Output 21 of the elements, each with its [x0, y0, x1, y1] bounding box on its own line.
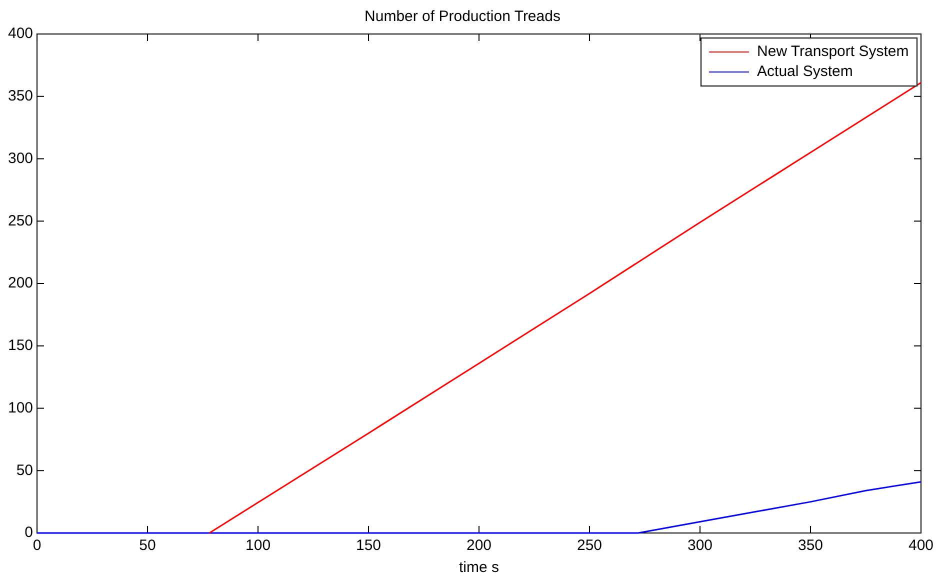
x-tick-label: 100	[246, 537, 271, 554]
x-axis-title: time s	[459, 559, 500, 576]
legend-label: New Transport System	[757, 43, 909, 60]
y-tick-label: 50	[16, 462, 34, 479]
x-tick-label: 350	[798, 537, 824, 554]
y-tick-label: 150	[8, 337, 34, 354]
x-tick-label: 200	[466, 537, 492, 554]
y-tick-label: 350	[8, 88, 34, 105]
x-tick-label: 250	[576, 537, 602, 554]
x-tick-label: 150	[356, 537, 382, 554]
x-tick-label: 50	[139, 537, 156, 554]
x-tick-label: 400	[908, 537, 934, 554]
y-tick-label: 200	[8, 274, 34, 292]
y-tick-label: 300	[8, 150, 34, 167]
x-tick-label: 300	[687, 537, 713, 554]
chart-title: Number of Production Treads	[364, 8, 560, 26]
legend-label: Actual System	[757, 63, 853, 80]
y-tick-label: 250	[8, 212, 34, 230]
y-tick-label: 100	[8, 399, 34, 416]
y-tick-label: 0	[24, 524, 34, 542]
y-tick-label: 400	[8, 25, 34, 42]
